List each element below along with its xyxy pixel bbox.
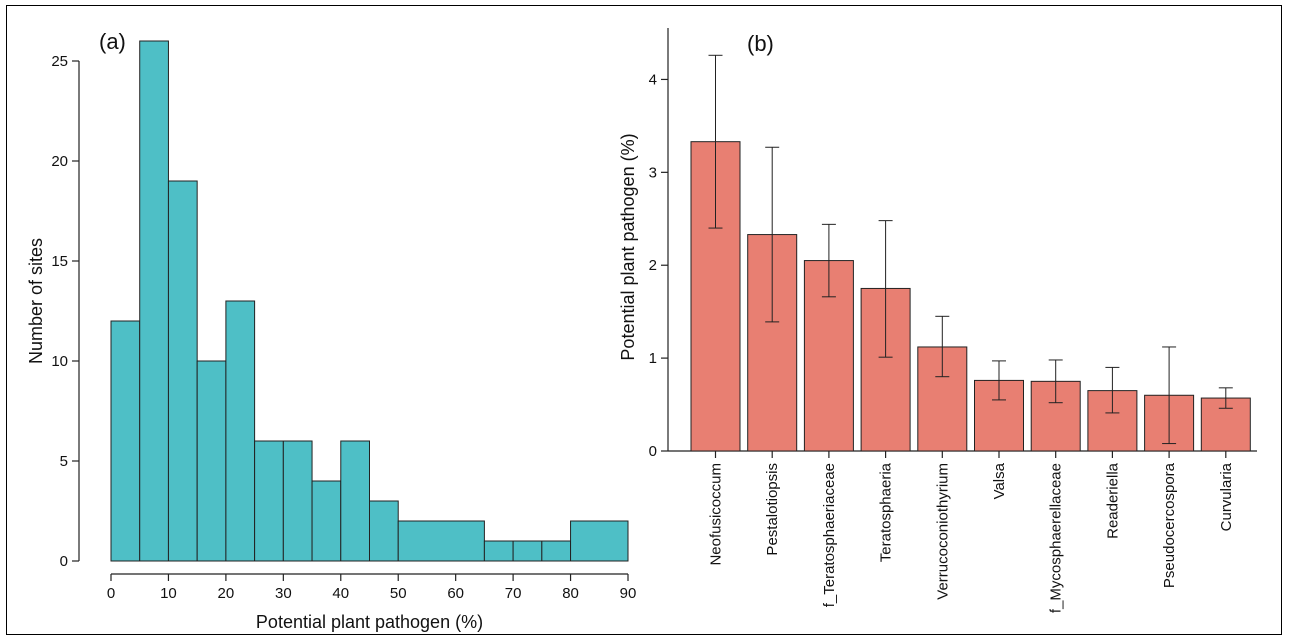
histogram-bar-7 [311, 480, 342, 562]
a-x-tick-label-70: 70 [505, 585, 522, 602]
histogram-bar-9 [369, 500, 399, 562]
a-y-tick-label-5: 5 [60, 453, 68, 470]
a-x-tick-label-80: 80 [562, 585, 579, 602]
a-x-tick-label-60: 60 [447, 585, 464, 602]
b-y-axis-label: Potential plant pathogen (%) [618, 133, 638, 360]
b-y-tick-label-2: 2 [649, 257, 657, 274]
a-x-tick-label-0: 0 [107, 585, 115, 602]
a-y-axis-label: Number of sites [26, 238, 46, 364]
a-y-tick-label-0: 0 [60, 553, 68, 570]
category-label-Curvularia: Curvularia [1218, 462, 1235, 531]
b-panel-label: (b) [747, 31, 774, 56]
histogram-bar-8 [340, 440, 370, 562]
a-x-tick-label-50: 50 [390, 585, 407, 602]
histogram-bar-14 [570, 520, 629, 562]
histogram-bar-0 [110, 320, 141, 562]
category-label-Pseudocercospora: Pseudocercospora [1161, 462, 1178, 588]
a-x-tick-label-20: 20 [218, 585, 235, 602]
histogram-bar-5 [254, 440, 284, 562]
histogram-bar-13 [541, 540, 572, 562]
a-x-tick-label-30: 30 [275, 585, 292, 602]
histogram-bar-6 [282, 440, 313, 562]
a-x-tick-label-40: 40 [332, 585, 349, 602]
a-y-tick-label-15: 15 [51, 253, 68, 270]
b-y-tick-label-4: 4 [649, 71, 657, 88]
a-x-tick-label-10: 10 [160, 585, 177, 602]
a-panel-label: (a) [99, 29, 126, 54]
histogram-bar-3 [196, 360, 227, 562]
category-label-Teratosphaeria: Teratosphaeria [878, 462, 895, 562]
category-label-Pestalotiopsis: Pestalotiopsis [764, 463, 781, 556]
a-y-tick-label-10: 10 [51, 353, 68, 370]
category-label-Valsa: Valsa [991, 462, 1008, 499]
b-y-tick-label-0: 0 [649, 443, 657, 460]
a-y-tick-label-25: 25 [51, 53, 68, 70]
a-x-tick-label-90: 90 [620, 585, 637, 602]
category-label-Readeriella: Readeriella [1104, 462, 1121, 539]
category-label-Neofusicoccum: Neofusicoccum [708, 463, 725, 566]
histogram-bar-12 [512, 540, 543, 562]
b-y-tick-label-3: 3 [649, 164, 657, 181]
histogram-bar-1 [139, 40, 169, 562]
a-x-axis-label: Potential plant pathogen (%) [256, 612, 483, 632]
histogram-bar-10 [397, 520, 485, 562]
category-label-f_Mycosphaerellaceae: f_Mycosphaerellaceae [1048, 463, 1065, 613]
a-y-tick-label-20: 20 [51, 153, 68, 170]
histogram-bar-4 [225, 300, 256, 562]
category-label-f_Teratosphaeriaceae: f_Teratosphaeriaceae [821, 463, 838, 607]
b-y-tick-label-1: 1 [649, 350, 657, 367]
histogram-bar-2 [167, 180, 198, 562]
category-label-Verrucoconiothyrium: Verrucoconiothyrium [934, 463, 951, 600]
histogram-bar-11 [483, 540, 514, 562]
figure-frame: 0 5 10 15 20 25 0 10 20 30 40 50 60 70 80 90 Potential p… [6, 5, 1282, 635]
